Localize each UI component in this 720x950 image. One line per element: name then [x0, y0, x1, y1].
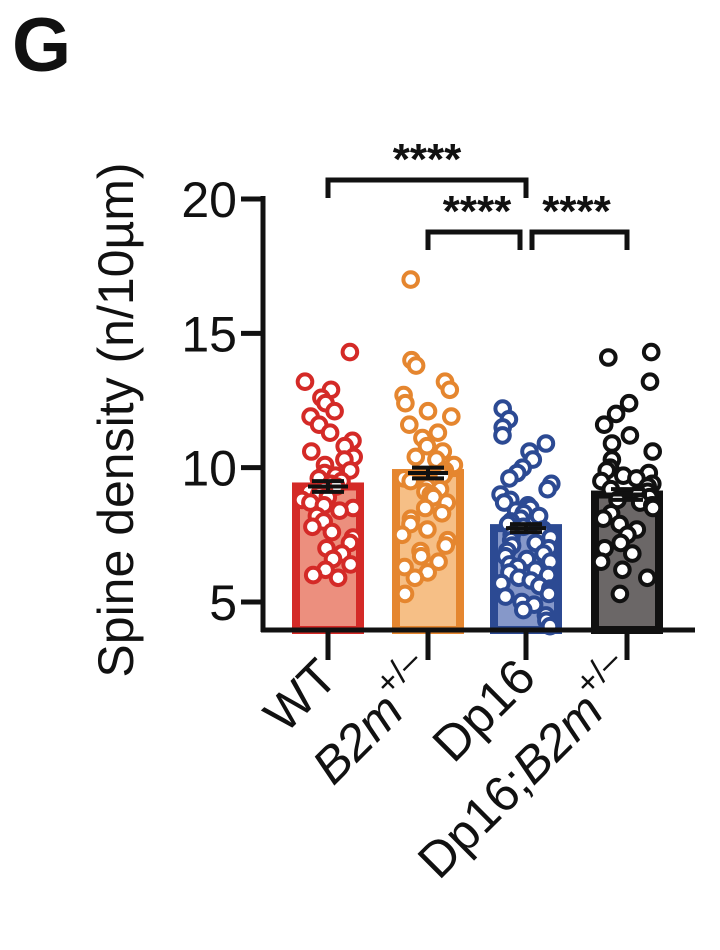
data-point — [643, 442, 663, 461]
y-tick-label: 20 — [181, 172, 237, 228]
points-layer — [292, 270, 663, 636]
data-point — [302, 442, 321, 461]
significance-bracket: **** — [529, 187, 630, 250]
data-point — [500, 469, 519, 488]
data-point — [641, 342, 661, 362]
data-point — [514, 600, 533, 620]
data-point — [436, 536, 456, 555]
data-point — [418, 520, 437, 539]
data-point — [610, 584, 630, 604]
data-point — [392, 525, 412, 545]
errorbar-layer — [308, 465, 647, 535]
data-point — [341, 555, 360, 574]
data-point — [295, 372, 315, 392]
data-point — [406, 356, 426, 375]
data-point — [401, 270, 421, 289]
data-point — [539, 584, 559, 604]
data-point — [325, 401, 344, 421]
data-point — [599, 348, 618, 367]
data-point — [411, 547, 431, 566]
data-point — [594, 415, 614, 435]
data-point — [640, 372, 660, 392]
significance-label: **** — [393, 135, 462, 184]
error-bar-2 — [408, 465, 448, 481]
error-bar-4 — [607, 487, 647, 502]
data-point — [440, 380, 460, 400]
data-point — [417, 436, 437, 456]
data-point — [638, 568, 657, 588]
data-point — [591, 552, 611, 572]
data-point — [643, 498, 663, 518]
y-tick-label: 5 — [209, 575, 237, 631]
data-point — [429, 552, 448, 572]
y-tick-label: 15 — [181, 306, 237, 362]
y-axis-label: Spine density (n/10µm) — [88, 162, 144, 677]
data-point — [619, 393, 639, 413]
axis-layer: 5 10 15 20 — [181, 172, 695, 660]
data-point — [406, 447, 426, 467]
data-point — [340, 342, 360, 362]
data-point — [400, 415, 419, 435]
data-point — [496, 587, 515, 606]
data-point — [594, 509, 613, 529]
data-point — [623, 544, 642, 563]
data-point — [415, 498, 435, 518]
significance-label: **** — [542, 187, 611, 236]
error-bar-1 — [308, 479, 348, 494]
data-point — [320, 423, 340, 443]
data-point — [432, 504, 452, 523]
data-point — [493, 426, 512, 445]
data-point — [611, 533, 631, 553]
panel-label: G — [12, 3, 72, 88]
significance-bracket: **** — [425, 187, 523, 250]
data-point — [395, 557, 414, 577]
data-point — [442, 407, 461, 426]
data-point — [330, 501, 349, 521]
data-point — [395, 584, 415, 604]
significance-label: **** — [443, 187, 512, 236]
data-point — [322, 522, 342, 542]
significance-layer: ******** **** — [325, 135, 630, 250]
data-point — [606, 404, 626, 424]
data-point — [418, 401, 438, 421]
data-point — [602, 434, 622, 453]
data-point — [494, 493, 514, 512]
data-point — [303, 517, 322, 537]
data-point — [396, 393, 415, 413]
error-bar-3 — [506, 522, 546, 535]
significance-bracket: **** — [325, 135, 529, 198]
data-point — [428, 423, 448, 443]
data-point — [328, 568, 348, 588]
data-point — [303, 565, 323, 585]
data-point — [538, 479, 557, 499]
data-point — [620, 426, 640, 445]
data-point — [405, 568, 425, 588]
data-point — [401, 471, 421, 491]
data-point — [536, 434, 556, 453]
data-point — [613, 560, 632, 580]
y-tick-label: 10 — [181, 441, 237, 497]
